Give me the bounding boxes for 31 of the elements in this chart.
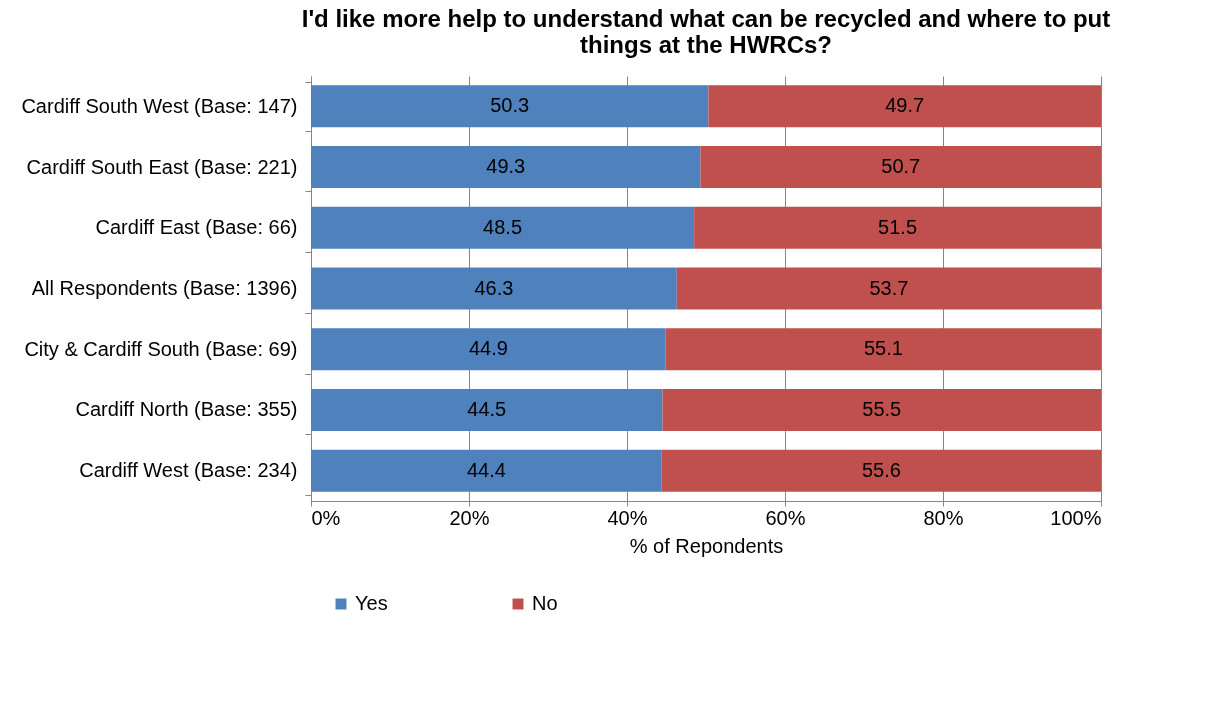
data-label: 53.7 — [869, 276, 909, 299]
y-tick-label: Cardiff South East (Base: 221) — [26, 155, 298, 178]
x-tick-label: 40% — [607, 506, 648, 529]
data-label: 44.9 — [468, 337, 508, 360]
y-tick-label: Cardiff South West (Base: 147) — [21, 94, 298, 117]
y-tick-label: Cardiff North (Base: 355) — [75, 398, 298, 421]
data-label: 55.6 — [861, 458, 901, 481]
data-label: 44.5 — [467, 397, 507, 420]
x-axis-title: % of Repondents — [629, 534, 784, 557]
data-label: 51.5 — [878, 215, 918, 238]
data-label: 48.5 — [483, 215, 523, 238]
x-tick-label: 60% — [765, 506, 806, 529]
y-tick-label: Cardiff East (Base: 66) — [95, 216, 298, 239]
y-tick-label: Cardiff West (Base: 234) — [79, 459, 298, 482]
data-label: 50.7 — [881, 155, 921, 178]
x-tick-label: 0% — [311, 506, 341, 529]
data-label: 44.4 — [466, 458, 506, 481]
y-tick-label: City & Cardiff South (Base: 69) — [24, 337, 298, 360]
data-label: 49.3 — [486, 155, 526, 178]
legend-label: No — [532, 592, 558, 614]
legend-label: Yes — [355, 592, 388, 614]
x-tick-label: 20% — [449, 506, 490, 529]
x-tick-label: 100% — [1050, 506, 1102, 529]
data-label: 55.5 — [862, 397, 902, 420]
chart-title: I'd like more help to understand what can be recycled and where to put things at the HWRCs? — [301, 5, 1111, 58]
y-tick-label: All Respondents (Base: 1396) — [31, 277, 298, 299]
data-label: 50.3 — [490, 94, 530, 117]
data-label: 55.1 — [863, 337, 903, 360]
x-tick-label: 80% — [923, 506, 964, 529]
data-label: 46.3 — [474, 276, 514, 299]
data-label: 49.7 — [885, 94, 925, 117]
